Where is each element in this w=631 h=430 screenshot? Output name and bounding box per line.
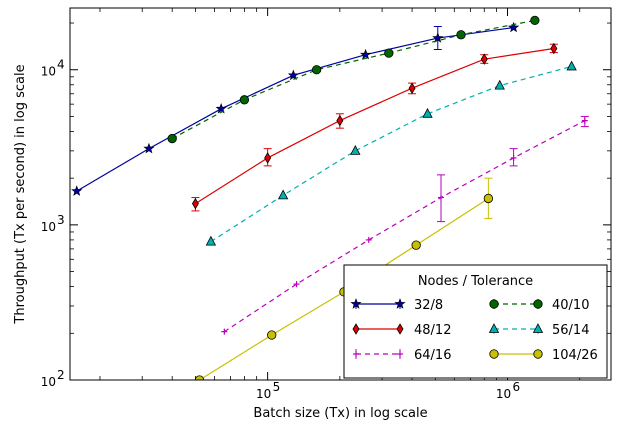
data-point bbox=[277, 189, 289, 200]
plot-area bbox=[71, 15, 589, 380]
series-64-16 bbox=[221, 115, 589, 335]
legend-marker bbox=[352, 323, 360, 335]
legend-label: 104/26 bbox=[552, 348, 598, 363]
data-point bbox=[432, 32, 444, 43]
x-tick-label: 10 bbox=[496, 387, 511, 401]
series-48-12 bbox=[191, 42, 558, 212]
legend-item: 32/8 bbox=[350, 298, 443, 313]
legend-item: 48/12 bbox=[352, 323, 451, 338]
data-point bbox=[336, 114, 344, 127]
y-tick-exponent: 3 bbox=[57, 213, 65, 227]
data-point bbox=[422, 107, 433, 118]
data-point bbox=[480, 53, 488, 65]
series-line bbox=[210, 65, 572, 243]
legend-marker bbox=[533, 349, 543, 359]
series-56-14 bbox=[205, 60, 577, 246]
data-point bbox=[360, 48, 372, 60]
legend-item: 40/10 bbox=[489, 298, 589, 313]
data-point bbox=[267, 330, 277, 340]
legend-marker bbox=[532, 323, 544, 333]
plot-frame bbox=[69, 7, 612, 381]
x-axis-label: Batch size (Tx) in log scale bbox=[253, 406, 427, 421]
y-tick-label: 10 bbox=[41, 375, 56, 389]
data-point bbox=[293, 281, 300, 288]
series-line bbox=[224, 120, 586, 333]
data-point bbox=[456, 30, 466, 40]
legend-marker bbox=[394, 298, 406, 309]
legend-label: 64/16 bbox=[414, 348, 451, 363]
data-point bbox=[566, 60, 577, 71]
legend-marker bbox=[489, 299, 499, 309]
y-tick-exponent: 4 bbox=[57, 58, 65, 72]
data-point bbox=[350, 144, 361, 155]
data-point bbox=[215, 102, 227, 114]
legend: Nodes / Tolerance 32/8 40/10 48/12 56/14 64/1… bbox=[343, 264, 608, 379]
data-point bbox=[167, 133, 177, 144]
data-point bbox=[264, 152, 272, 164]
data-point bbox=[483, 193, 494, 204]
legend-marker bbox=[397, 351, 403, 357]
series-40-10 bbox=[167, 15, 540, 144]
data-point bbox=[510, 154, 517, 161]
legend-marker bbox=[396, 323, 404, 335]
y-axis-label: Throughput (Tx per second) in log scale bbox=[13, 64, 28, 324]
data-point bbox=[194, 375, 205, 380]
series-line bbox=[195, 47, 554, 205]
series-line bbox=[171, 19, 535, 140]
legend-label: 32/8 bbox=[414, 298, 443, 313]
legend-item: 104/26 bbox=[489, 348, 598, 363]
legend-marker bbox=[489, 349, 499, 359]
data-point bbox=[411, 240, 421, 250]
legend-item: 64/16 bbox=[353, 348, 451, 363]
data-point bbox=[205, 235, 217, 246]
legend-title: Nodes / Tolerance bbox=[418, 274, 533, 289]
y-tick-label: 10 bbox=[41, 220, 56, 234]
legend-marker bbox=[353, 351, 359, 357]
data-point bbox=[311, 65, 322, 75]
series-line bbox=[76, 26, 514, 192]
data-point bbox=[71, 185, 83, 196]
series-32-8 bbox=[71, 21, 520, 196]
legend-label: 56/14 bbox=[552, 323, 589, 338]
y-tick-label: 10 bbox=[41, 65, 56, 79]
data-point bbox=[437, 194, 444, 201]
data-point bbox=[550, 42, 558, 55]
data-point bbox=[408, 82, 416, 95]
legend-marker bbox=[533, 299, 543, 309]
data-point bbox=[287, 69, 299, 81]
legend-label: 48/12 bbox=[414, 323, 451, 338]
data-point bbox=[143, 142, 155, 154]
x-tick-exponent: 5 bbox=[273, 380, 281, 394]
x-tick-label: 10 bbox=[256, 387, 271, 401]
data-point bbox=[508, 21, 520, 33]
legend-item: 56/14 bbox=[488, 323, 589, 338]
data-point bbox=[365, 236, 372, 243]
data-point bbox=[239, 95, 250, 105]
data-point bbox=[494, 79, 505, 90]
legend-box bbox=[343, 264, 608, 379]
legend-label: 40/10 bbox=[552, 298, 589, 313]
data-point bbox=[581, 117, 588, 124]
legend-marker bbox=[350, 298, 362, 309]
legend-marker bbox=[488, 323, 500, 333]
data-point bbox=[384, 48, 394, 58]
y-tick-exponent: 2 bbox=[57, 368, 65, 382]
data-point bbox=[221, 328, 228, 335]
x-tick-exponent: 6 bbox=[513, 380, 521, 394]
data-point bbox=[191, 197, 199, 210]
data-point bbox=[530, 15, 540, 26]
